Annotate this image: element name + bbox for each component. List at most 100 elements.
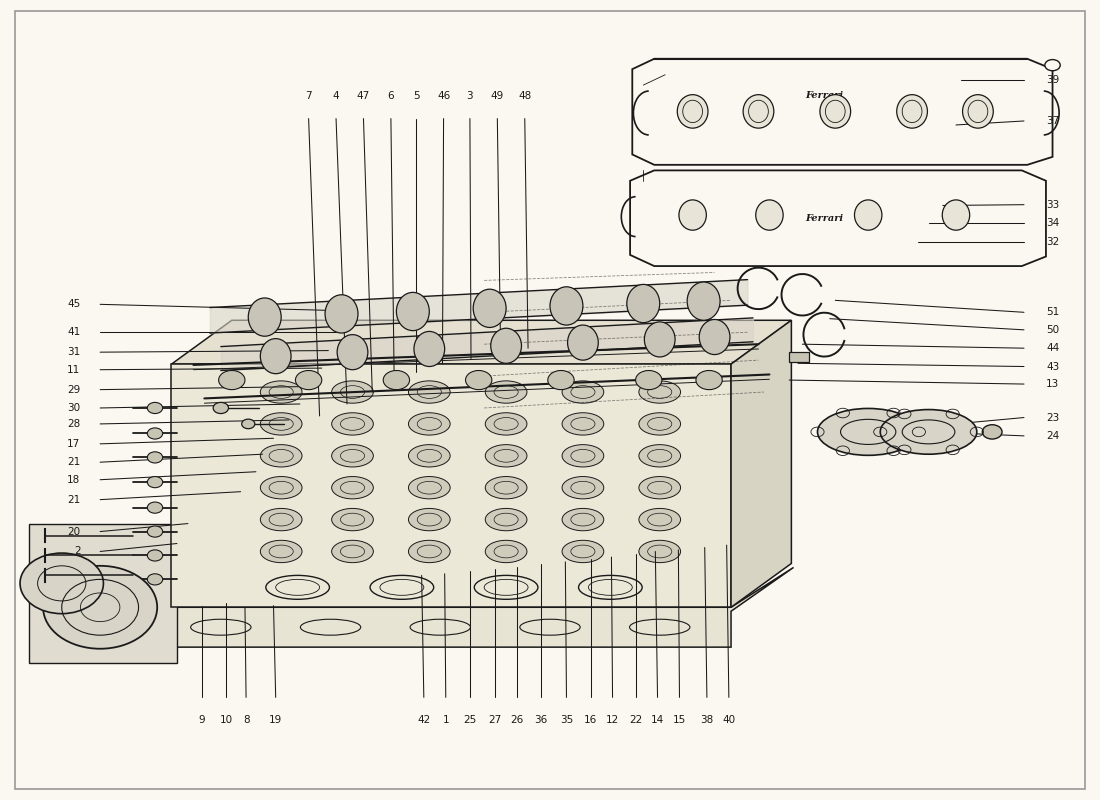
Ellipse shape [688, 282, 720, 320]
Ellipse shape [820, 94, 850, 128]
Ellipse shape [408, 445, 450, 467]
Text: 47: 47 [356, 91, 370, 101]
Ellipse shape [962, 94, 993, 128]
Ellipse shape [408, 381, 450, 403]
Text: 6: 6 [387, 91, 394, 101]
Circle shape [147, 428, 163, 439]
Ellipse shape [678, 94, 708, 128]
Text: 39: 39 [1046, 74, 1059, 85]
Text: 35: 35 [560, 715, 573, 725]
Ellipse shape [562, 509, 604, 530]
Text: 48: 48 [518, 91, 531, 101]
Text: 49: 49 [491, 91, 504, 101]
Text: 8: 8 [243, 715, 250, 725]
Circle shape [147, 550, 163, 561]
Ellipse shape [855, 200, 882, 230]
Ellipse shape [396, 292, 429, 330]
Text: 3: 3 [466, 91, 473, 101]
Ellipse shape [261, 477, 302, 499]
Ellipse shape [261, 413, 302, 435]
Circle shape [147, 477, 163, 488]
Ellipse shape [414, 331, 444, 366]
Text: 23: 23 [1046, 413, 1059, 422]
Text: 21: 21 [67, 457, 80, 467]
Text: 24: 24 [1046, 431, 1059, 441]
Text: 36: 36 [535, 715, 548, 725]
Ellipse shape [645, 322, 675, 357]
Ellipse shape [896, 94, 927, 128]
Ellipse shape [880, 410, 977, 454]
Ellipse shape [679, 200, 706, 230]
Ellipse shape [639, 509, 681, 530]
Ellipse shape [562, 477, 604, 499]
Circle shape [548, 370, 574, 390]
Text: 20: 20 [67, 526, 80, 537]
Circle shape [219, 370, 245, 390]
Ellipse shape [943, 200, 970, 230]
Text: 16: 16 [584, 715, 597, 725]
Ellipse shape [562, 445, 604, 467]
Text: 7: 7 [306, 91, 312, 101]
Text: 28: 28 [67, 419, 80, 429]
Text: 26: 26 [510, 715, 524, 725]
Text: 45: 45 [67, 299, 80, 310]
Ellipse shape [639, 413, 681, 435]
Text: 12: 12 [606, 715, 619, 725]
Circle shape [147, 574, 163, 585]
Text: 27: 27 [488, 715, 502, 725]
Ellipse shape [568, 325, 598, 360]
Text: Ferrari: Ferrari [805, 214, 844, 222]
Circle shape [147, 452, 163, 463]
Ellipse shape [485, 509, 527, 530]
Circle shape [696, 370, 723, 390]
Circle shape [213, 402, 229, 414]
Ellipse shape [485, 477, 527, 499]
Text: 9: 9 [199, 715, 206, 725]
Ellipse shape [562, 381, 604, 403]
Circle shape [1045, 59, 1060, 70]
Ellipse shape [337, 334, 367, 370]
Ellipse shape [261, 381, 302, 403]
Ellipse shape [332, 445, 373, 467]
Text: 31: 31 [67, 347, 80, 357]
Circle shape [982, 425, 1002, 439]
Ellipse shape [817, 409, 918, 455]
Ellipse shape [627, 285, 660, 322]
Ellipse shape [408, 477, 450, 499]
Text: 34: 34 [1046, 218, 1059, 228]
Text: 43: 43 [1046, 362, 1059, 371]
Ellipse shape [326, 294, 358, 333]
Ellipse shape [485, 413, 527, 435]
Ellipse shape [332, 413, 373, 435]
Ellipse shape [485, 381, 527, 403]
Ellipse shape [744, 94, 773, 128]
Text: 19: 19 [270, 715, 283, 725]
Text: 42: 42 [417, 715, 430, 725]
Polygon shape [172, 364, 732, 607]
Ellipse shape [332, 540, 373, 562]
Circle shape [636, 370, 662, 390]
Circle shape [43, 566, 157, 649]
Text: 5: 5 [412, 91, 419, 101]
Polygon shape [172, 320, 791, 364]
Circle shape [296, 370, 322, 390]
Ellipse shape [639, 445, 681, 467]
Text: 1: 1 [442, 715, 449, 725]
Text: 25: 25 [463, 715, 476, 725]
Ellipse shape [332, 509, 373, 530]
Text: 18: 18 [67, 474, 80, 485]
Ellipse shape [332, 477, 373, 499]
Text: 38: 38 [701, 715, 714, 725]
Ellipse shape [261, 509, 302, 530]
Ellipse shape [562, 413, 604, 435]
Text: 2: 2 [74, 546, 80, 557]
Ellipse shape [639, 381, 681, 403]
Text: 11: 11 [67, 365, 80, 374]
Bar [789, 352, 808, 362]
Text: 4: 4 [332, 91, 340, 101]
Ellipse shape [408, 509, 450, 530]
Text: 22: 22 [629, 715, 642, 725]
Text: 40: 40 [723, 715, 736, 725]
Ellipse shape [550, 286, 583, 325]
Circle shape [147, 402, 163, 414]
